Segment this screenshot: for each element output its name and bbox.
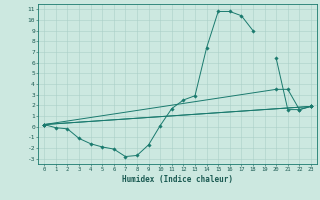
X-axis label: Humidex (Indice chaleur): Humidex (Indice chaleur) [122, 175, 233, 184]
